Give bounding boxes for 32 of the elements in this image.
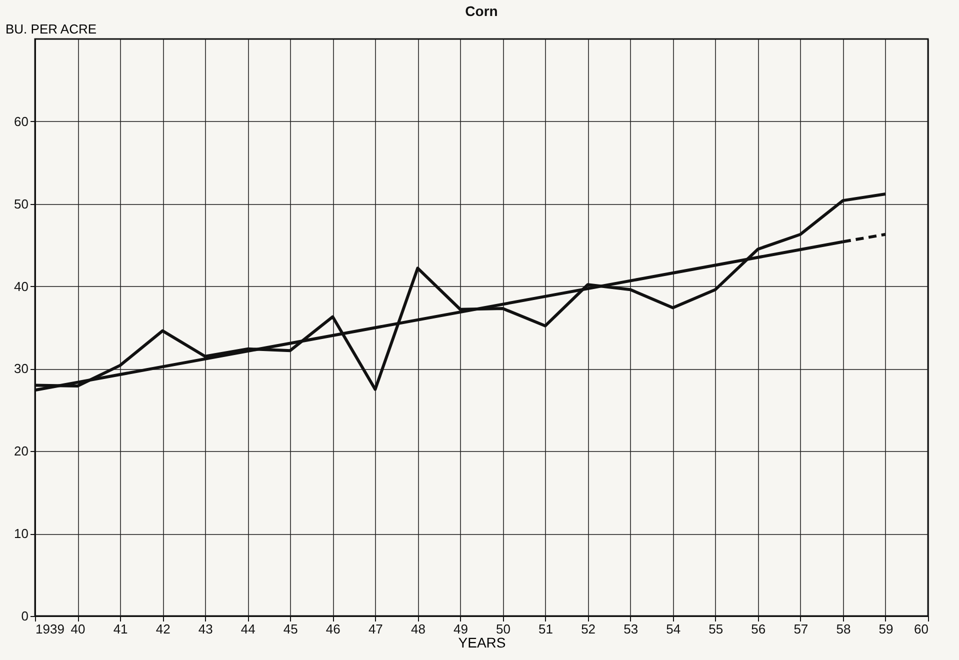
x-tick-label: 40 (70, 622, 86, 636)
x-tick-label: 55 (708, 622, 724, 636)
y-tick-label: 60 (14, 114, 28, 129)
x-tick-label: 56 (751, 622, 766, 636)
y-tick-label: 10 (14, 526, 28, 542)
chart-title: Corn (465, 3, 498, 19)
x-tick-label: 47 (368, 622, 383, 636)
x-tick-label: 53 (624, 622, 638, 636)
y-tick-label: 20 (14, 444, 28, 459)
x-tick-label: 57 (794, 622, 808, 636)
x-tick-label: 48 (410, 622, 426, 636)
x-tick-label: 50 (496, 622, 510, 636)
x-tick-label: 49 (454, 622, 468, 636)
x-tick-label: 41 (113, 622, 128, 636)
x-tick-label: 59 (878, 622, 894, 636)
y-tick-label: 40 (14, 278, 28, 294)
x-tick-label: 45 (283, 622, 298, 636)
x-tick-label: 58 (836, 622, 851, 636)
x-tick-label: 51 (538, 622, 554, 636)
x-tick-label: 43 (198, 622, 213, 636)
x-tick-label: 1939 (36, 622, 64, 636)
x-tick-label: 54 (666, 622, 681, 636)
y-tick-label: 30 (14, 361, 28, 376)
x-tick-label: 60 (914, 622, 928, 636)
x-axis-title: YEARS (458, 634, 506, 650)
y-axis-title: BU. PER ACRE (6, 22, 97, 36)
x-tick-label: 52 (581, 622, 596, 636)
x-tick-label: 46 (326, 622, 340, 636)
y-tick-label: 0 (21, 608, 28, 624)
x-tick-label: 42 (156, 622, 170, 636)
y-tick-label: 50 (14, 196, 28, 212)
x-tick-label: 44 (240, 622, 256, 636)
